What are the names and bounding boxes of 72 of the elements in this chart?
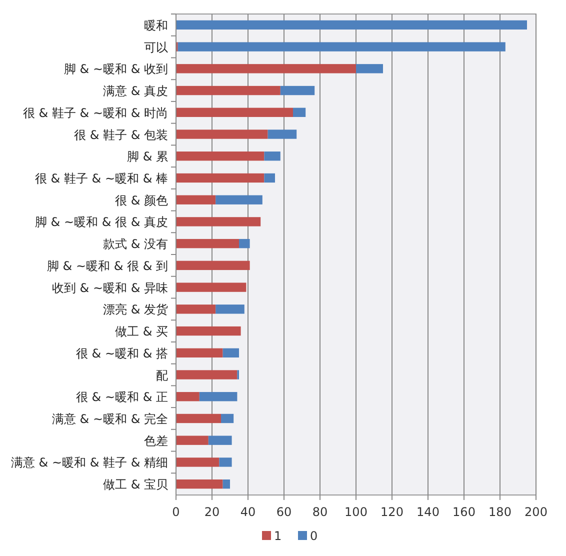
y-tick-label: 脚 & ~暖和 & 很 & 到	[46, 258, 168, 273]
bar	[176, 458, 220, 467]
bar	[239, 238, 250, 248]
bar	[176, 326, 241, 336]
y-tick-label: 很 & ~暖和 & 正	[76, 390, 168, 404]
bar	[280, 86, 315, 96]
bar	[176, 86, 280, 96]
bar	[216, 195, 262, 204]
x-tick-label: 60	[276, 505, 292, 519]
y-tick-label: 满意 & ~暖和 & 鞋子 & 精细	[10, 456, 168, 470]
bar	[264, 152, 280, 161]
bar	[176, 414, 221, 424]
x-tick-label: 160	[452, 505, 476, 519]
x-tick-label: 200	[524, 505, 548, 519]
bar	[176, 304, 216, 314]
y-tick-label: 漂亮 & 发货	[103, 302, 168, 317]
bar	[264, 173, 275, 183]
y-tick-label: 配	[156, 368, 168, 382]
bar	[356, 64, 383, 74]
y-tick-label: 脚 & ~暖和 & 收到	[64, 62, 168, 76]
bar	[221, 414, 234, 424]
bar	[176, 173, 264, 183]
bar	[176, 370, 238, 380]
y-tick-label: 款式 & 没有	[103, 237, 168, 252]
bar	[216, 304, 244, 314]
x-tick-label: 140	[416, 505, 440, 519]
x-tick-label: 80	[312, 505, 328, 519]
bar	[176, 348, 223, 358]
bar	[178, 42, 506, 52]
x-tick-label: 20	[204, 505, 220, 519]
bar	[176, 217, 261, 226]
legend-label: 1	[274, 529, 282, 543]
y-tick-label: 很 & ~暖和 & 搭	[76, 346, 168, 360]
bar	[176, 260, 250, 270]
y-tick-label: 脚 & 累	[127, 150, 168, 164]
bar	[176, 108, 293, 117]
bar	[176, 436, 208, 445]
y-tick-label: 脚 & ~暖和 & 很 & 真皮	[34, 215, 168, 230]
y-tick-label: 很 & 鞋子 & ~暖和 & 时尚	[22, 106, 168, 120]
bar	[176, 130, 268, 139]
y-tick-label: 做工 & 宝贝	[103, 478, 168, 492]
x-tick-label: 120	[380, 505, 404, 519]
x-tick-label: 40	[240, 505, 256, 519]
y-tick-label: 满意 & ~暖和 & 完全	[52, 412, 168, 426]
bar	[176, 64, 356, 74]
y-tick-label: 收到 & ~暖和 & 异味	[52, 280, 168, 295]
bar	[176, 195, 216, 204]
x-tick-label: 0	[172, 505, 180, 519]
bar	[199, 392, 238, 402]
y-tick-label: 可以	[144, 40, 168, 54]
bar	[176, 238, 239, 248]
y-tick-label: 很 & 鞋子 & 包装	[74, 128, 168, 142]
legend-label: 0	[310, 529, 318, 543]
bar	[222, 348, 239, 358]
bar	[222, 479, 230, 489]
y-tick-label: 做工 & 买	[115, 324, 168, 339]
bar	[208, 436, 232, 445]
bar	[293, 108, 306, 117]
bar	[219, 458, 232, 467]
bar	[176, 392, 200, 402]
x-tick-label: 180	[488, 505, 512, 519]
y-tick-label: 很 & 鞋子 & ~暖和 & 棒	[34, 171, 168, 186]
x-tick-label: 100	[344, 505, 368, 519]
bar	[176, 20, 527, 30]
bar	[176, 479, 223, 489]
y-tick-label: 暖和	[144, 18, 168, 32]
bar	[176, 282, 246, 292]
y-tick-label: 满意 & 真皮	[103, 84, 168, 98]
y-tick-label: 色差	[144, 434, 168, 448]
bar	[268, 130, 297, 139]
bar	[176, 152, 264, 161]
y-tick-label: 很 & 颜色	[115, 193, 168, 208]
